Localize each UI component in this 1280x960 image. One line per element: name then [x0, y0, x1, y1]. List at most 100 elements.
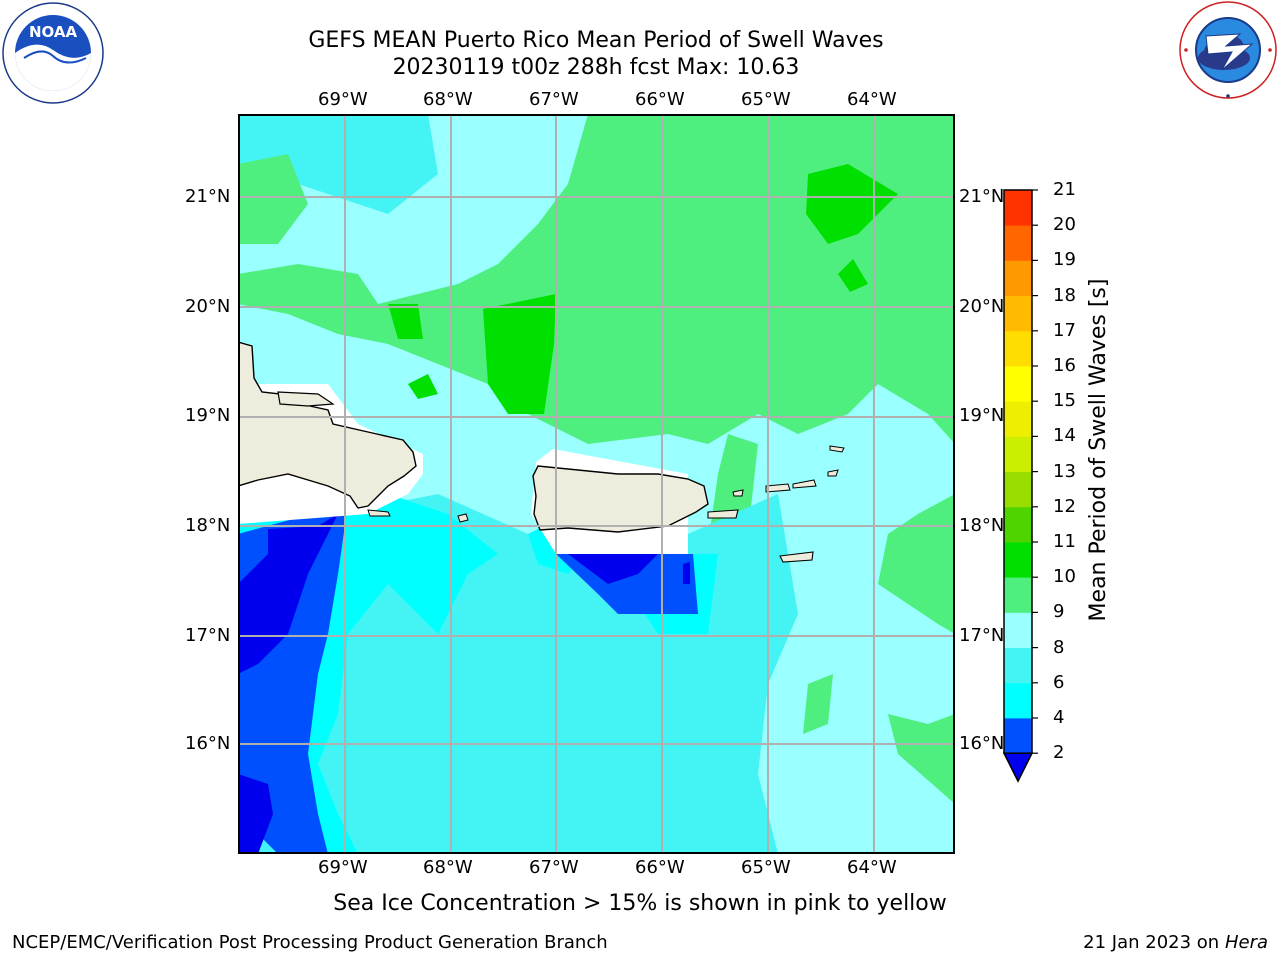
lon-label-top-67w: 67°W — [529, 89, 579, 110]
colorbar-tick-label: 18 — [1053, 284, 1076, 306]
colorbar-tick-label: 9 — [1053, 601, 1065, 623]
map-title-line1: GEFS MEAN Puerto Rico Mean Period of Swe… — [308, 28, 884, 53]
colorbar — [1000, 186, 1070, 786]
colorbar-tick-label: 21 — [1053, 179, 1076, 200]
colorbar-tick-label: 16 — [1053, 355, 1076, 376]
map-frame — [238, 114, 955, 854]
lat-label-right-18n: 18°N — [959, 515, 1005, 536]
colorbar-tick-label: 20 — [1053, 214, 1076, 236]
contour-under-2-west — [238, 514, 338, 674]
beata-island — [367, 509, 391, 517]
colorbar-segment — [1004, 506, 1032, 543]
st-thomas-island — [765, 483, 791, 493]
lon-label-top-66w: 66°W — [635, 89, 685, 110]
lon-label-top-69w: 69°W — [318, 89, 368, 110]
colorbar-tick-label: 13 — [1053, 460, 1076, 482]
lon-label-bottom-67w: 67°W — [529, 857, 579, 878]
lat-label-left-17n: 17°N — [185, 625, 231, 646]
lat-label-right-20n: 20°N — [959, 296, 1005, 317]
colorbar-label-wrap: Mean Period of Swell Waves [s] — [1084, 250, 1114, 650]
anegada-island — [829, 445, 845, 453]
lat-label-right-19n: 19°N — [959, 405, 1005, 426]
swell-period-map — [237, 114, 955, 854]
lat-label-left-20n: 20°N — [185, 296, 231, 317]
nws-logo — [1178, 0, 1278, 100]
colorbar-segment — [1004, 718, 1032, 754]
lon-label-top-64w: 64°W — [847, 89, 897, 110]
lon-label-bottom-66w: 66°W — [635, 857, 685, 878]
colorbar-segment — [1004, 471, 1032, 508]
contour-under-2-dot — [683, 562, 690, 584]
contour-6-8-northwest — [238, 114, 438, 214]
colorbar-segment — [1004, 612, 1032, 648]
colorbar-tick-label: 10 — [1053, 566, 1076, 588]
contour-9-10-west — [238, 154, 308, 244]
graticule — [238, 114, 955, 854]
colorbar-tick-label: 12 — [1053, 495, 1076, 517]
colorbar-segment — [1004, 295, 1032, 332]
tortuga-island — [277, 391, 335, 407]
lon-label-bottom-69w: 69°W — [318, 857, 368, 878]
footer-date: 21 Jan 2023 on Hera — [1083, 933, 1268, 953]
colorbar-label: Mean Period of Swell Waves [s] — [1086, 278, 1111, 622]
lon-label-bottom-65w: 65°W — [741, 857, 791, 878]
colorbar-segment — [1004, 682, 1032, 719]
contour-9-10-southeast — [888, 714, 955, 804]
lat-label-right-21n: 21°N — [959, 186, 1005, 207]
colorbar-segment — [1004, 330, 1032, 367]
colorbar-tick-label: 14 — [1053, 425, 1076, 447]
colorbar-segment — [1004, 647, 1032, 684]
colorbar-graphic — [1002, 189, 1038, 783]
vieques-island — [707, 509, 739, 519]
colorbar-tick-label: 6 — [1053, 671, 1065, 693]
colorbar-tick-label: 11 — [1053, 531, 1076, 552]
colorbar-segment — [1004, 190, 1032, 226]
svg-text:NOAA: NOAA — [29, 23, 78, 41]
lon-label-bottom-68w: 68°W — [423, 857, 473, 878]
colorbar-tick-label: 15 — [1053, 390, 1076, 412]
lon-label-bottom-64w: 64°W — [847, 857, 897, 878]
map-plot-area — [237, 114, 955, 854]
colorbar-tick-label: 4 — [1053, 707, 1065, 728]
colorbar-segment — [1004, 436, 1032, 472]
lat-label-right-16n: 16°N — [959, 733, 1005, 754]
contour-9-10-south — [803, 674, 833, 734]
sea-ice-note: Sea Ice Concentration > 15% is shown in … — [333, 891, 947, 916]
lat-label-left-16n: 16°N — [185, 733, 231, 754]
contour-10-11-dot — [408, 374, 438, 399]
colorbar-segment — [1004, 401, 1032, 437]
st-croix-island — [779, 551, 814, 563]
footer-machine: Hera — [1224, 932, 1268, 953]
mona-island — [457, 513, 469, 523]
lat-label-left-18n: 18°N — [185, 515, 231, 536]
lat-label-left-19n: 19°N — [185, 405, 231, 426]
footer-date-text: 21 Jan 2023 on — [1083, 932, 1225, 953]
colorbar-tick-label: 19 — [1053, 249, 1076, 271]
contour-10-11-northeast2 — [838, 259, 868, 292]
colorbar-tick-label: 8 — [1053, 636, 1065, 658]
contour-under-2-southwest — [238, 774, 273, 854]
colorbar-segment — [1004, 577, 1032, 613]
colorbar-segment — [1004, 542, 1032, 578]
colorbar-under-arrow — [1002, 752, 1034, 783]
colorbar-segment — [1004, 366, 1032, 402]
colorbar-tick-label: 17 — [1053, 319, 1076, 341]
contour-under-2-south-pr — [568, 554, 658, 584]
culebra-island — [732, 489, 744, 497]
noaa-logo: NOAA — [2, 2, 104, 104]
contour-10-11-small — [388, 304, 423, 339]
contour-9-10-east — [878, 494, 955, 634]
contour-10-11-core — [483, 294, 556, 414]
virgin-gorda-island — [827, 469, 839, 477]
footer-branch: NCEP/EMC/Verification Post Processing Pr… — [12, 932, 608, 953]
map-title-line2: 20230119 t00z 288h fcst Max: 10.63 — [392, 55, 800, 80]
colorbar-tick-label: 2 — [1053, 742, 1065, 764]
colorbar-segment — [1004, 260, 1032, 296]
lon-label-top-65w: 65°W — [741, 89, 791, 110]
puerto-rico-land — [532, 465, 709, 533]
tortola-island — [792, 479, 817, 489]
colorbar-segment — [1004, 225, 1032, 261]
lon-label-top-68w: 68°W — [423, 89, 473, 110]
lat-label-right-17n: 17°N — [959, 625, 1005, 646]
lat-label-left-21n: 21°N — [185, 186, 231, 207]
